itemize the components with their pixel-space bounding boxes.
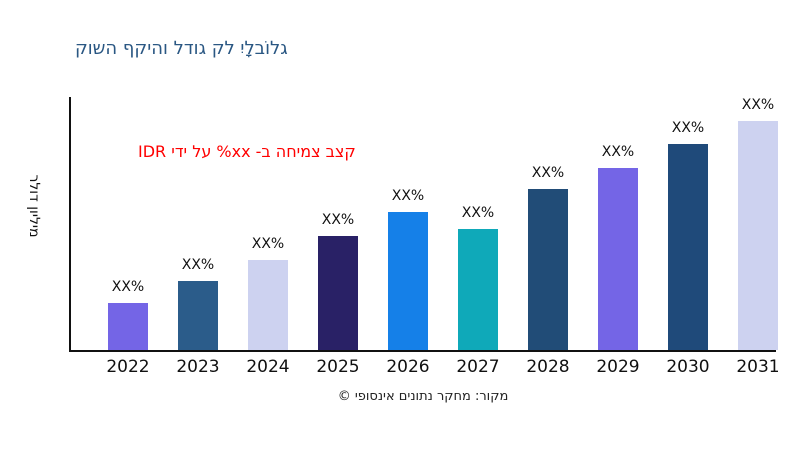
- y-axis-spine: [69, 97, 71, 352]
- source-caption: © יפוסניא םינותנ רקחמ :רוקמ: [337, 389, 509, 404]
- bar-2022: [108, 303, 148, 350]
- bar-value-label: XX%: [741, 97, 775, 113]
- bar-value-label: XX%: [321, 212, 355, 228]
- x-axis-tick-2028: 2028: [526, 357, 570, 377]
- bar-2025: [318, 236, 358, 350]
- bar-2031: [738, 121, 778, 350]
- bar-value-label: XX%: [391, 188, 425, 204]
- bar-value-label: XX%: [531, 165, 565, 181]
- bar-value-label: XX%: [251, 236, 285, 252]
- bar-value-label: XX%: [111, 279, 145, 295]
- x-axis-tick-2024: 2024: [246, 357, 290, 377]
- bar-value-label: XX%: [181, 257, 215, 273]
- bar-value-label: XX%: [671, 120, 705, 136]
- x-axis-tick-2029: 2029: [596, 357, 640, 377]
- bar-2027: [458, 229, 498, 350]
- x-axis-tick-2027: 2027: [456, 357, 500, 377]
- bar-2024: [248, 260, 288, 350]
- x-axis-tick-2023: 2023: [176, 357, 220, 377]
- bar-2023: [178, 281, 218, 350]
- x-axis-tick-2022: 2022: [106, 357, 150, 377]
- x-axis-tick-2030: 2030: [666, 357, 710, 377]
- x-axis-tick-2025: 2025: [316, 357, 360, 377]
- bar-value-label: XX%: [461, 205, 495, 221]
- bar-value-label: XX%: [601, 144, 635, 160]
- chart-title: קושה ףקיהו לדוג קל יִלָבוֹלג: [75, 38, 288, 59]
- bar-2028: [528, 189, 568, 350]
- bar-2030: [668, 144, 708, 350]
- bar-2029: [598, 168, 638, 350]
- growth-rate-annotation: IDR ידי לע %xx -ב החימצ בצק: [138, 142, 356, 161]
- x-axis-tick-2031: 2031: [736, 357, 780, 377]
- y-axis-label: רלוד ןוילימ: [26, 174, 42, 238]
- x-axis-tick-2026: 2026: [386, 357, 430, 377]
- x-axis-spine: [69, 350, 776, 352]
- bar-2026: [388, 212, 428, 350]
